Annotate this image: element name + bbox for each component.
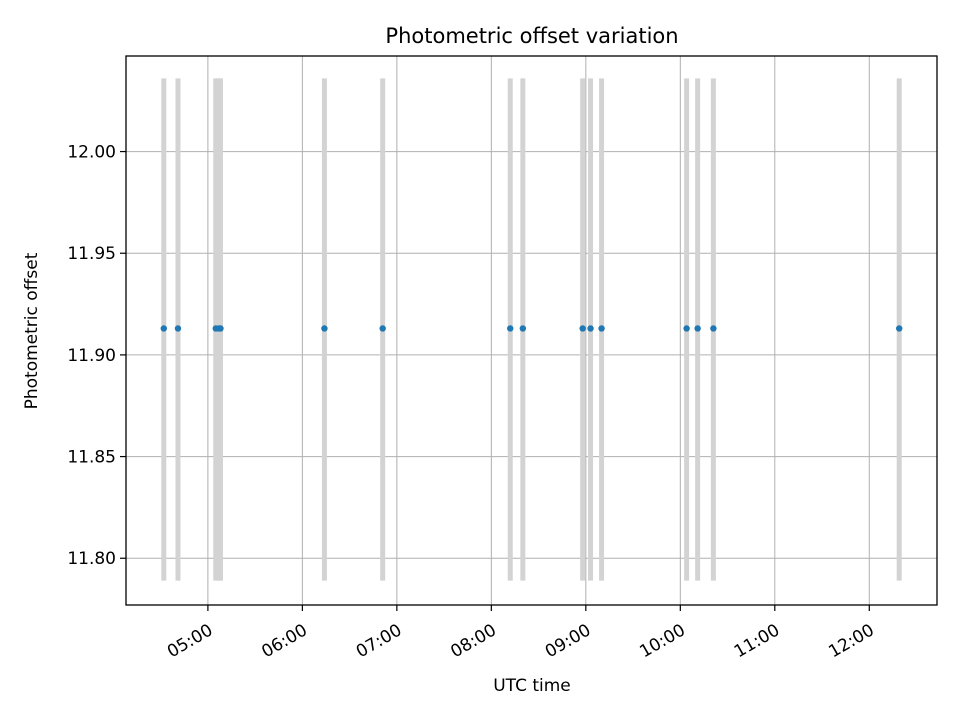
- x-tick-label: 07:00: [353, 620, 405, 662]
- data-point: [379, 325, 386, 332]
- x-tick-label: 05:00: [164, 620, 216, 662]
- data-point: [683, 325, 690, 332]
- data-point: [710, 325, 717, 332]
- x-tick-label: 09:00: [542, 620, 594, 662]
- y-axis-ticks: 11.80 11.85 11.90 11.95 12.00: [67, 143, 126, 569]
- y-tick-label: 11.95: [67, 244, 116, 264]
- data-point: [579, 325, 586, 332]
- x-tick-label: 11:00: [731, 620, 783, 662]
- y-axis-title: Photometric offset: [22, 252, 42, 409]
- data-point: [174, 325, 182, 332]
- data-point: [896, 325, 903, 332]
- grid-lines: [126, 56, 937, 605]
- data-points: [160, 325, 903, 332]
- x-tick-label: 06:00: [258, 620, 310, 662]
- data-point: [694, 325, 701, 332]
- data-point: [217, 325, 224, 332]
- data-point: [160, 325, 167, 332]
- data-point: [321, 325, 328, 332]
- x-axis-title: UTC time: [493, 676, 571, 696]
- y-tick-label: 11.85: [67, 448, 116, 468]
- data-point: [507, 325, 514, 332]
- x-tick-label: 12:00: [825, 620, 877, 662]
- x-tick-label: 08:00: [447, 620, 499, 662]
- x-tick-label: 10:00: [636, 620, 688, 662]
- y-tick-label: 12.00: [67, 143, 116, 163]
- x-axis-ticks: 05:00 06:00 07:00 08:00 09:00 10:00 11:00 12:00: [164, 605, 878, 662]
- y-tick-label: 11.80: [67, 549, 116, 569]
- data-point: [598, 325, 605, 332]
- error-bars: [161, 78, 902, 581]
- plot-frame: [125, 55, 938, 606]
- data-point: [587, 325, 594, 332]
- chart-title: Photometric offset variation: [385, 24, 678, 48]
- y-tick-label: 11.90: [67, 346, 116, 366]
- data-point: [519, 325, 527, 332]
